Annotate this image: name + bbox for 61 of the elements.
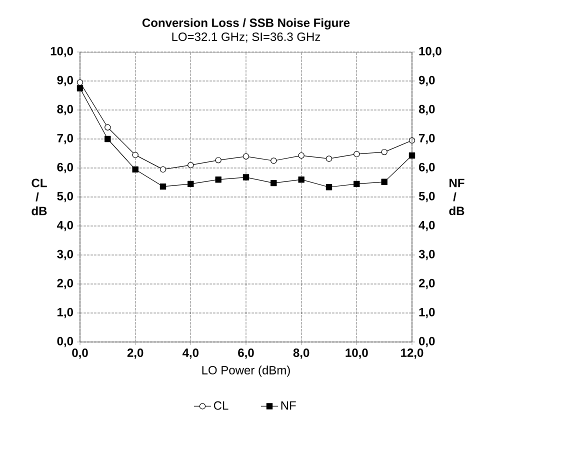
point xyxy=(381,148,388,156)
point xyxy=(354,180,360,188)
x-tick-label: 4,0 xyxy=(182,348,199,359)
y-tick-label: 8,0 xyxy=(57,104,73,116)
point xyxy=(298,176,304,183)
y2-tick-label: 9,0 xyxy=(418,76,435,86)
point xyxy=(298,152,304,159)
point xyxy=(215,176,222,183)
y2-tick-label: 1,0 xyxy=(419,308,435,318)
y2-axis-title: NF / dB xyxy=(449,178,464,216)
y2-tick-label: 7,0 xyxy=(419,134,435,144)
point xyxy=(160,183,166,190)
point xyxy=(326,184,332,190)
point xyxy=(76,79,84,86)
point xyxy=(188,162,194,168)
point xyxy=(381,178,388,186)
legend-label: NF xyxy=(281,401,296,410)
point xyxy=(160,166,166,173)
point xyxy=(76,85,84,92)
y2-tick-label: 6,0 xyxy=(418,162,435,174)
y-tick-label: 0,0 xyxy=(57,336,73,348)
x-axis-title: LO Power (dBm) xyxy=(202,366,290,377)
y2-tick-label: 5,0 xyxy=(418,192,435,202)
y-tick-label: 1,0 xyxy=(58,308,73,318)
point xyxy=(270,158,277,164)
y2-tick-label: 0,0 xyxy=(419,336,435,348)
y2-tick-label: 8,0 xyxy=(418,104,435,116)
chart-subtitle: LO=32.1 GHz; SI=36.3 GHz xyxy=(172,32,320,42)
y-axis-title: CL / dB xyxy=(32,178,47,216)
point xyxy=(104,124,111,130)
y-tick-label: 6,0 xyxy=(57,162,73,174)
point xyxy=(408,152,416,159)
y-tick-label: 5,0 xyxy=(57,192,73,202)
point xyxy=(188,180,194,188)
y2-tick-label: 4,0 xyxy=(418,220,435,232)
point xyxy=(104,136,111,142)
x-tick-label: 2,0 xyxy=(127,348,144,359)
x-tick-label: 12,0 xyxy=(401,348,424,359)
point xyxy=(215,157,222,164)
x-tick-label: 8,0 xyxy=(293,348,310,359)
chart-title: Conversion Loss / SSB Noise Figure xyxy=(142,18,350,30)
y-tick-label: 7,0 xyxy=(57,134,73,144)
point xyxy=(132,152,138,158)
x-tick-label: 6,0 xyxy=(238,348,254,359)
x-tick-label: 0,0 xyxy=(72,348,88,359)
y2-tick-label: 10,0 xyxy=(419,46,442,58)
y-tick-label: 4,0 xyxy=(56,220,73,232)
y2-tick-label: 2,0 xyxy=(418,278,435,290)
point xyxy=(270,180,277,186)
point xyxy=(242,153,250,160)
legend-label: CL xyxy=(214,401,228,410)
point xyxy=(242,174,250,180)
point xyxy=(326,156,332,162)
y2-tick-label: 3,0 xyxy=(418,250,435,260)
y-tick-label: 10,0 xyxy=(50,46,73,58)
y-tick-label: 2,0 xyxy=(57,278,73,290)
x-tick-label: 10,0 xyxy=(346,348,368,359)
y-tick-label: 3,0 xyxy=(57,250,73,260)
point xyxy=(354,150,360,158)
y-tick-label: 9,0 xyxy=(57,76,73,86)
point xyxy=(132,166,138,173)
